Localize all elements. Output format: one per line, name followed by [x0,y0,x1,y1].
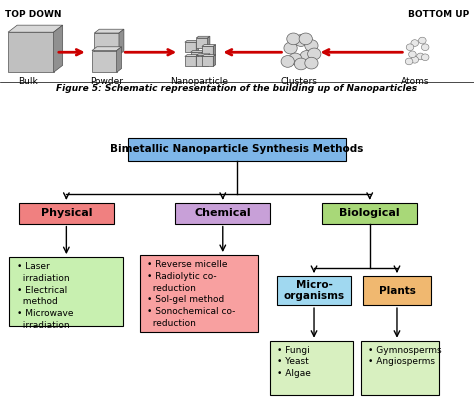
Circle shape [305,40,318,51]
Polygon shape [185,41,199,42]
Circle shape [419,37,426,44]
FancyBboxPatch shape [361,341,439,395]
Circle shape [417,53,424,60]
Polygon shape [208,54,210,66]
Circle shape [305,57,318,69]
Circle shape [284,42,297,54]
Circle shape [405,58,413,65]
Polygon shape [196,54,210,56]
Text: Physical: Physical [41,208,92,218]
Text: Chemical: Chemical [194,208,251,218]
FancyBboxPatch shape [277,276,351,305]
FancyBboxPatch shape [363,276,431,305]
Polygon shape [191,52,202,62]
Text: BOTTOM UP: BOTTOM UP [408,10,469,20]
Text: Figure 5: Schematic representation of the building up of Nanoparticles: Figure 5: Schematic representation of th… [56,84,418,94]
Text: Atoms: Atoms [401,77,429,87]
Circle shape [294,35,308,46]
FancyBboxPatch shape [140,255,258,332]
Polygon shape [119,29,124,55]
Text: Clusters: Clusters [280,77,317,87]
Polygon shape [208,36,210,48]
Text: Bulk: Bulk [18,77,38,87]
FancyBboxPatch shape [322,203,417,224]
Polygon shape [8,25,63,32]
Circle shape [421,44,429,51]
FancyBboxPatch shape [9,257,123,326]
Circle shape [411,40,419,46]
Text: Powder: Powder [90,77,123,87]
Circle shape [409,51,416,58]
Text: TOP DOWN: TOP DOWN [5,10,61,20]
Circle shape [287,33,300,45]
Polygon shape [202,56,213,66]
Polygon shape [54,25,63,72]
Text: Bimetallic Nanoparticle Synthesis Methods: Bimetallic Nanoparticle Synthesis Method… [110,145,364,154]
Circle shape [406,44,414,51]
Polygon shape [196,55,199,66]
Text: • Gymnosperms
• Angiosperms: • Gymnosperms • Angiosperms [368,346,442,367]
Polygon shape [202,55,216,56]
Text: • Reverse micelle
• Radiolytic co-
  reduction
• Sol-gel method
• Sonochemical c: • Reverse micelle • Radiolytic co- reduc… [147,260,235,328]
Polygon shape [196,38,208,48]
Polygon shape [185,56,196,66]
Polygon shape [185,42,196,52]
Polygon shape [92,51,117,72]
Circle shape [300,51,313,62]
Polygon shape [94,33,119,55]
Polygon shape [8,32,54,72]
Text: • Fungi
• Yeast
• Algae: • Fungi • Yeast • Algae [277,346,311,378]
Circle shape [308,48,321,60]
Text: Biological: Biological [339,208,400,218]
FancyBboxPatch shape [19,203,114,224]
Polygon shape [92,47,121,51]
Text: Micro-
organisms: Micro- organisms [283,280,345,301]
Polygon shape [185,55,199,56]
Text: Nanoparticle: Nanoparticle [170,77,228,87]
Circle shape [294,58,308,70]
Polygon shape [196,56,208,66]
Polygon shape [117,47,121,72]
Polygon shape [94,29,124,33]
Polygon shape [213,45,216,56]
FancyBboxPatch shape [270,341,353,395]
FancyBboxPatch shape [128,138,346,161]
Polygon shape [196,41,199,52]
Circle shape [299,33,312,45]
FancyBboxPatch shape [175,203,270,224]
Polygon shape [191,51,204,52]
Text: Plants: Plants [379,285,415,296]
Text: • Laser
  irradiation
• Electrical
  method
• Microwave
  irradiation: • Laser irradiation • Electrical method … [17,262,73,330]
Polygon shape [213,55,216,66]
Circle shape [281,56,294,67]
Circle shape [421,54,429,61]
Circle shape [411,56,419,63]
Polygon shape [202,45,216,46]
Polygon shape [202,51,204,62]
Polygon shape [202,46,213,56]
Polygon shape [196,36,210,38]
Circle shape [289,53,302,65]
